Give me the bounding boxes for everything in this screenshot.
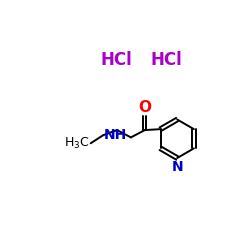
Text: H$_3$C: H$_3$C — [64, 136, 89, 151]
Text: N: N — [172, 160, 183, 174]
Text: NH: NH — [104, 128, 128, 142]
Text: HCl: HCl — [151, 51, 182, 69]
Text: HCl: HCl — [101, 51, 132, 69]
Text: O: O — [138, 100, 151, 115]
